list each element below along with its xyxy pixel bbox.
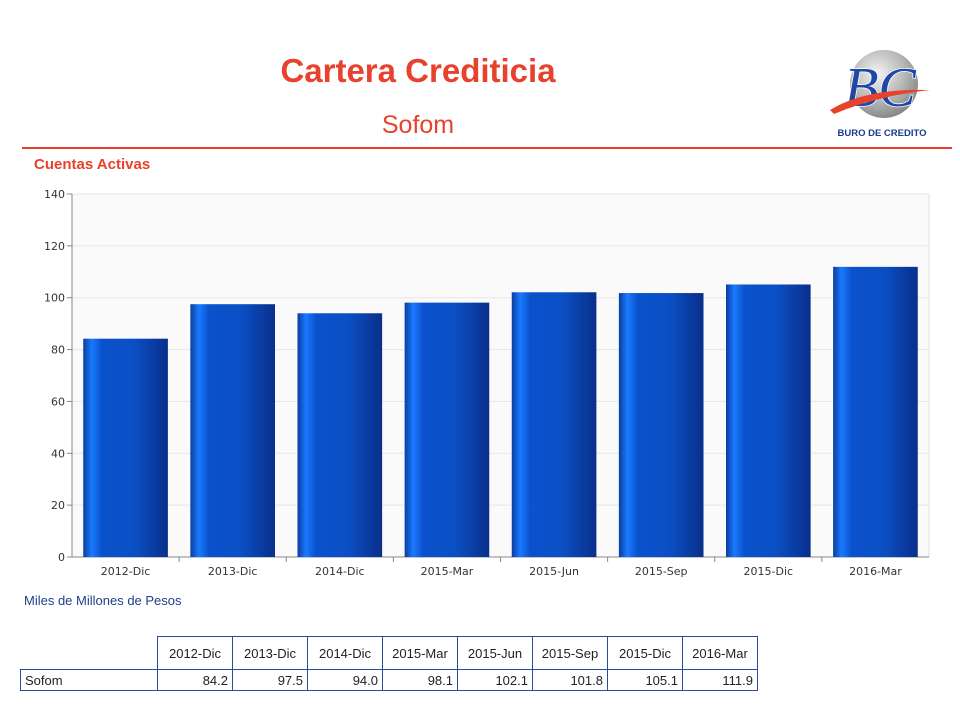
y-tick-label: 60 — [51, 395, 65, 408]
table-row-label: Sofom — [20, 669, 158, 691]
bar — [404, 302, 490, 557]
bar — [725, 284, 811, 557]
bar-chart: 0 20 40 60 80 100 120 140 2012-Dic 2013-Dic 2014-D… — [44, 188, 930, 578]
x-tick-label: 2013-Dic — [208, 565, 258, 578]
x-tick-label: 2016-Mar — [849, 565, 902, 578]
table-cell: 105.1 — [607, 669, 683, 691]
bar — [511, 292, 597, 557]
table-cell: 94.0 — [307, 669, 383, 691]
logo-text: BURO DE CREDITO — [837, 128, 927, 139]
y-tick-label: 40 — [51, 447, 65, 460]
x-tick-label: 2015-Dic — [744, 565, 794, 578]
page-title: Cartera Crediticia — [280, 52, 556, 89]
chart-title: Cuentas Activas — [34, 156, 151, 173]
table-cell: 84.2 — [157, 669, 233, 691]
bar — [297, 313, 383, 557]
table-header: 2016-Mar — [682, 636, 758, 670]
y-tick-label: 20 — [51, 499, 65, 512]
table-header: 2012-Dic — [157, 636, 233, 670]
y-tick-label: 140 — [44, 188, 65, 201]
table-row: Sofom 84.2 97.5 94.0 98.1 102.1 101.8 10… — [20, 669, 758, 691]
x-tick-label: 2015-Mar — [421, 565, 474, 578]
y-tick-label: 80 — [51, 344, 65, 357]
page-subtitle: Sofom — [381, 111, 455, 139]
bar — [618, 293, 704, 557]
x-tick-label: 2015-Jun — [529, 565, 579, 578]
x-tick-label: 2012-Dic — [101, 565, 151, 578]
units-label: Miles de Millones de Pesos — [24, 593, 182, 608]
table-header: 2015-Jun — [457, 636, 533, 670]
table-cell: 98.1 — [382, 669, 458, 691]
x-tick-label: 2014-Dic — [315, 565, 365, 578]
y-tick-label: 100 — [44, 292, 65, 305]
bar — [190, 304, 276, 557]
logo-swoosh — [830, 89, 930, 114]
header-divider — [22, 147, 952, 149]
table-header-row: 2012-Dic 2013-Dic 2014-Dic 2015-Mar 2015… — [20, 636, 758, 670]
x-tick-label: 2015-Sep — [635, 565, 688, 578]
buro-de-credito-logo: BC — [830, 50, 930, 120]
bar — [833, 266, 918, 557]
table-cell: 97.5 — [232, 669, 308, 691]
y-tick-label: 120 — [44, 240, 65, 253]
table-cell: 111.9 — [682, 669, 758, 691]
table-header: 2015-Dic — [607, 636, 683, 670]
table-corner — [20, 636, 158, 670]
table-header: 2014-Dic — [307, 636, 383, 670]
bar — [83, 338, 168, 557]
logo-monogram: BC — [844, 57, 916, 119]
y-tick-label: 0 — [58, 551, 65, 564]
table-header: 2013-Dic — [232, 636, 308, 670]
table-header: 2015-Mar — [382, 636, 458, 670]
table-cell: 102.1 — [457, 669, 533, 691]
data-table: 2012-Dic 2013-Dic 2014-Dic 2015-Mar 2015… — [20, 636, 758, 691]
table-header: 2015-Sep — [532, 636, 608, 670]
table-cell: 101.8 — [532, 669, 608, 691]
